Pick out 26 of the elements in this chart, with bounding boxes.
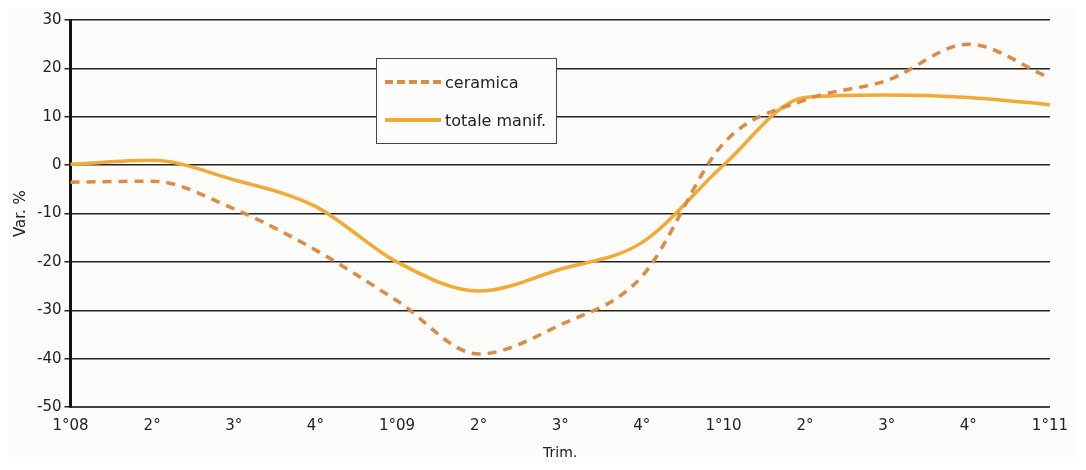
y-tick-label: -30 [37,300,62,319]
y-tick-label: 30 [42,9,62,28]
x-tick-label: 2° [796,416,814,435]
x-tick-label: 1°08 [52,416,89,435]
x-tick-label: 4° [306,416,324,435]
x-tick-label: 2° [143,416,161,435]
y-tick-label: 0 [51,155,62,174]
legend-label: ceramica [445,72,519,92]
x-tick-label: 1°10 [705,416,742,435]
y-axis-title: Var. % [10,190,29,238]
legend-label: totale manif. [445,110,547,130]
y-tick-label: -40 [37,348,62,367]
y-tick-label: 20 [42,58,62,77]
x-tick-label: 3° [551,416,569,435]
x-tick-label: 1°09 [378,416,416,435]
x-tick-label: 1°11 [1031,416,1069,435]
x-tick-label: 2° [470,416,488,435]
y-tick-label: -20 [37,251,62,270]
x-axis-title: Trim. [542,444,578,461]
y-tick-label: -10 [37,203,62,222]
y-tick-label: 10 [42,106,62,125]
x-tick-label: 3° [225,416,243,435]
x-tick-label: 4° [633,416,651,435]
x-tick-label: 3° [878,416,896,435]
x-tick-label: 4° [959,416,977,435]
y-tick-label: -50 [37,397,62,416]
